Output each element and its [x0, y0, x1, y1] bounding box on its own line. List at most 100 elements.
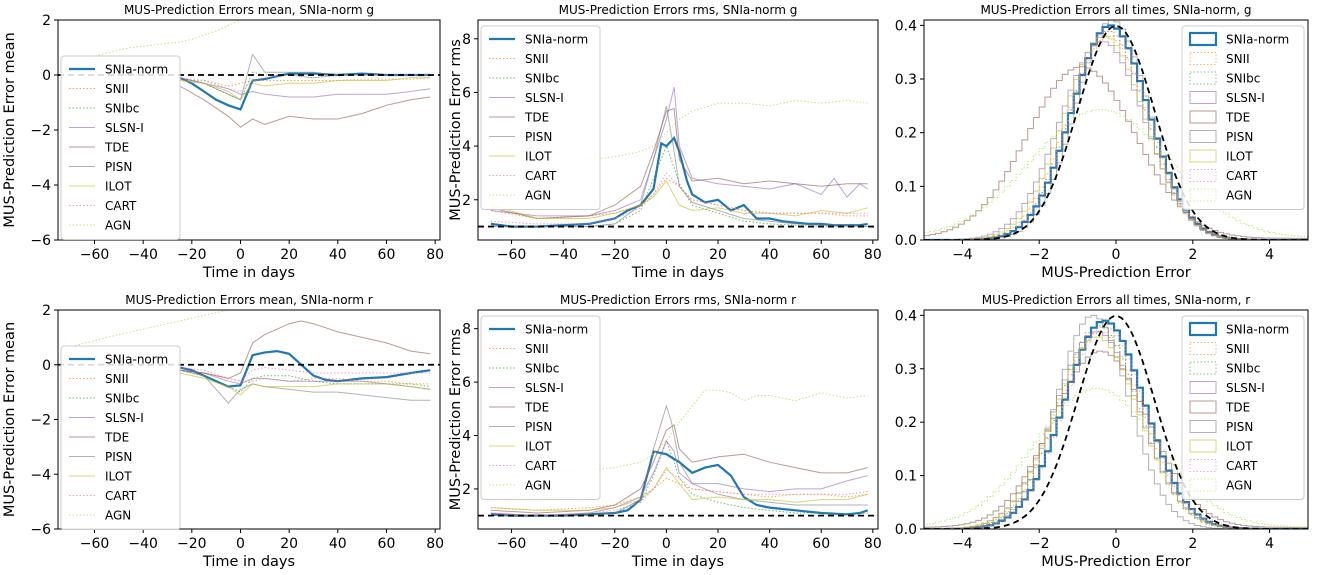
y-tick-label: 0 [42, 358, 51, 374]
x-tick-label: −2 [1029, 247, 1050, 263]
chart-panel-3: −4 −2 0 2 4 0.0 0.1 0.2 0.3 0.4 MUS-Prediction Err… [895, 3, 1309, 281]
legend-label: AGN [525, 479, 551, 493]
y-tick-label: 0.0 [895, 522, 917, 538]
series-cart [179, 366, 431, 382]
legend-label: PISN [525, 130, 552, 144]
y-tick-label: 6 [462, 85, 471, 101]
series-snibc [490, 439, 868, 517]
legend: SNIa-norm SNII SNIbc SLSN-I TDE PISN ILOT CART A… [60, 345, 181, 530]
x-tick-label: 80 [426, 536, 444, 552]
legend-label: TDE [524, 401, 549, 415]
x-tick-label: 0 [236, 247, 245, 263]
legend-swatch [1189, 110, 1217, 124]
legend-label: SNIbc [105, 102, 139, 116]
series-snii [179, 77, 431, 87]
x-tick-label: 40 [761, 247, 779, 263]
legend-label: SLSN-I [1226, 91, 1265, 105]
x-tick-label: −4 [952, 247, 973, 263]
x-tick-label: −4 [952, 536, 973, 552]
legend-label: TDE [524, 111, 549, 125]
y-axis-label: MUS-Prediction Error rms [448, 39, 464, 221]
x-tick-label: 4 [1265, 247, 1274, 263]
legend-label: TDE [1225, 401, 1250, 415]
legend-label: SNIa-norm [1226, 323, 1289, 337]
legend-swatch [1189, 130, 1217, 143]
x-tick-label: 0 [662, 536, 671, 552]
series-snia-norm [490, 450, 869, 517]
x-tick-label: 60 [812, 247, 830, 263]
legend-label: TDE [104, 431, 129, 445]
y-tick-label: 0.1 [895, 469, 917, 485]
legend-swatch [1188, 31, 1218, 47]
legend-label: AGN [1226, 479, 1252, 493]
x-tick-label: 2 [1188, 536, 1197, 552]
y-axis-label: MUS-Prediction Error mean [2, 322, 18, 517]
series-pisn [490, 404, 868, 517]
x-tick-label: 4 [1265, 536, 1274, 552]
legend-label: PISN [1226, 130, 1253, 144]
chart-title: MUS-Prediction Errors mean, SNIa-norm r [125, 293, 372, 307]
series-pisn [179, 369, 431, 404]
legend-label: CART [525, 459, 557, 473]
legend-swatch [1188, 321, 1218, 337]
legend-box [480, 315, 601, 500]
series-agn [924, 109, 1308, 240]
y-tick-label: 0 [42, 68, 51, 84]
legend-label: ILOT [1226, 440, 1253, 454]
y-tick-label: −2 [30, 413, 51, 429]
series-ilot [179, 372, 431, 396]
legend-label: ILOT [1226, 150, 1253, 164]
legend-box [480, 25, 601, 210]
legend-label: CART [105, 489, 137, 503]
series-tde [490, 423, 868, 514]
x-axis-label: MUS-Prediction Error [1041, 265, 1191, 281]
legend-swatch [1189, 91, 1217, 104]
x-tick-label: −40 [128, 536, 158, 552]
series-agn [74, 310, 231, 347]
legend-label: CART [105, 199, 137, 213]
x-tick-label: 0 [1112, 247, 1121, 263]
legend-label: AGN [105, 219, 131, 233]
y-tick-label: −4 [30, 178, 51, 194]
y-tick-label: 0.0 [895, 233, 917, 249]
x-tick-label: −40 [548, 536, 578, 552]
legend-label: ILOT [105, 180, 132, 194]
legend-label: SLSN-I [105, 411, 144, 425]
y-tick-label: 8 [462, 32, 471, 48]
axes-frame [477, 309, 879, 530]
legend-box [60, 55, 181, 240]
legend-label: SNIbc [525, 72, 559, 86]
legend-label: SNII [105, 372, 129, 386]
y-tick-label: −2 [30, 123, 51, 139]
legend-label: PISN [105, 450, 132, 464]
chart-panel-1: −60 −40 −20 0 20 40 60 80−6−4−202MUS-Prediction… [2, 3, 444, 281]
legend-swatch [1189, 361, 1217, 375]
legend-swatch [1189, 71, 1217, 85]
legend-label: SNIbc [105, 392, 139, 406]
legend-label: PISN [1226, 420, 1253, 434]
legend-label: SNIa-norm [525, 33, 588, 47]
series-tde [924, 350, 1308, 529]
gaussian-reference-curve [924, 24, 1308, 240]
x-tick-label: 40 [761, 536, 779, 552]
chart-panel-6: −4 −2 0 2 4 0.0 0.1 0.2 0.3 0.4 MUS-Prediction Err… [895, 293, 1309, 570]
legend: SNIa-norm SNII SNIbc SLSN-I TDE PISN ILOT CART A… [480, 25, 601, 210]
chart-title: MUS-Prediction Errors all times, SNIa-no… [982, 293, 1250, 307]
legend-swatch [1189, 169, 1217, 182]
legend: SNIa-norm SNII SNIbc SLSN-I TDE PISN ILOT CART A… [1181, 25, 1305, 210]
x-axis-label: Time in days [202, 265, 295, 281]
x-axis-label: Time in days [202, 554, 295, 570]
legend-label: TDE [1225, 111, 1250, 125]
series-snii [490, 477, 868, 511]
x-tick-label: 40 [329, 536, 347, 552]
x-tick-label: −2 [1029, 536, 1050, 552]
legend: SNIa-norm SNII SNIbc SLSN-I TDE PISN ILOT CART A… [480, 315, 601, 500]
legend-swatch [1189, 420, 1217, 433]
y-tick-label: 0.3 [895, 72, 917, 88]
x-axis-label: Time in days [631, 265, 724, 281]
plot-area [478, 389, 878, 517]
legend-label: SNIbc [1226, 72, 1260, 86]
series-tde [179, 320, 431, 379]
